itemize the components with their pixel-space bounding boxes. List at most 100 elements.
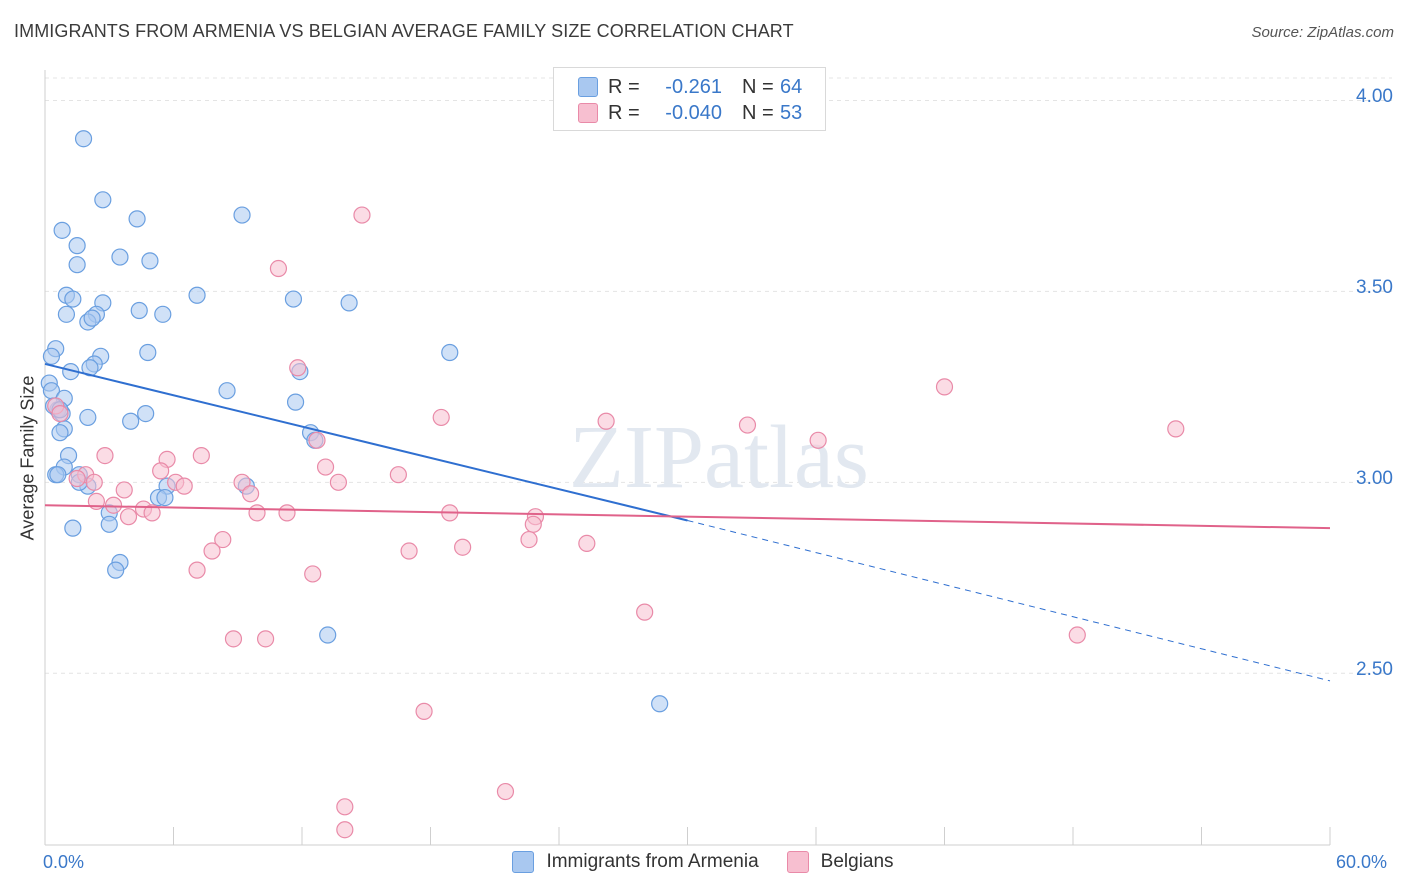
data-point <box>51 424 69 442</box>
data-point <box>441 343 459 362</box>
data-point <box>389 466 407 484</box>
trend-line-armenia <box>44 362 688 522</box>
y-tick-label: 3.00 <box>1356 468 1393 489</box>
data-point <box>137 404 155 423</box>
legend-row-belgians: R = -0.040 N = 53 <box>578 101 802 125</box>
trend-lines <box>44 362 1331 682</box>
data-point <box>68 256 86 274</box>
data-point <box>304 565 322 583</box>
data-point <box>636 603 654 621</box>
data-point <box>289 359 307 377</box>
y-tick-label: 4.00 <box>1356 86 1393 107</box>
data-point <box>233 206 251 224</box>
legend-r-value: -0.040 <box>665 101 722 124</box>
legend-n-label: N = <box>742 75 774 98</box>
data-point <box>415 702 433 720</box>
legend-label-armenia: Immigrants from Armenia <box>546 851 759 872</box>
data-point <box>139 343 157 362</box>
data-point <box>248 504 266 522</box>
data-point <box>79 408 97 427</box>
data-point <box>308 431 326 449</box>
data-point <box>154 305 172 323</box>
data-point <box>269 259 288 278</box>
y-axis-label: Average Family Size <box>17 375 38 541</box>
data-point <box>107 561 125 579</box>
legend-item-belgians[interactable]: Belgians <box>786 851 894 873</box>
data-point <box>340 294 358 312</box>
axes <box>44 70 1331 846</box>
data-point <box>329 473 348 491</box>
data-point <box>53 221 71 239</box>
data-point <box>454 538 472 556</box>
y-tick-label: 2.50 <box>1356 659 1393 680</box>
data-point <box>188 561 206 579</box>
data-point <box>1167 420 1185 438</box>
data-point <box>152 462 170 480</box>
data-point <box>94 191 112 209</box>
data-point <box>286 393 305 411</box>
data-point <box>278 504 296 522</box>
legend-swatch-belgians <box>786 851 809 873</box>
data-point <box>119 508 138 526</box>
data-point <box>935 378 954 396</box>
data-point <box>256 630 275 648</box>
data-point <box>122 412 140 430</box>
data-point <box>68 237 86 255</box>
data-point <box>218 382 236 400</box>
stats-legend: R = -0.261 N = 64 R = -0.040 N = 53 <box>553 67 826 131</box>
data-point <box>143 504 161 522</box>
bottom-legend: Immigrants from Armenia Belgians <box>0 851 1406 873</box>
data-point <box>175 477 193 495</box>
data-point <box>496 782 515 801</box>
data-point <box>85 473 103 491</box>
trend-line-belgians <box>44 504 1331 530</box>
data-point <box>578 534 596 552</box>
gridlines <box>45 77 1392 674</box>
data-point <box>224 630 243 648</box>
data-point <box>336 798 354 816</box>
data-point <box>83 309 101 327</box>
legend-row-armenia: R = -0.261 N = 64 <box>578 75 802 99</box>
legend-label-belgians: Belgians <box>820 851 894 872</box>
data-point <box>64 519 82 537</box>
legend-n-value: 64 <box>780 75 803 98</box>
data-point <box>524 515 542 533</box>
data-point <box>214 530 232 549</box>
data-point <box>64 290 82 308</box>
data-point <box>233 473 251 491</box>
data-point <box>96 446 114 465</box>
data-point <box>242 485 260 503</box>
data-point <box>188 286 206 304</box>
legend-n-value: 53 <box>780 101 803 124</box>
data-point <box>104 496 123 514</box>
data-point <box>141 252 159 270</box>
data-point <box>128 210 146 228</box>
legend-item-armenia[interactable]: Immigrants from Armenia <box>512 851 759 873</box>
data-point <box>111 248 129 266</box>
legend-swatch-belgians <box>578 103 598 123</box>
data-point <box>284 290 303 308</box>
watermark: ZIPatlas <box>569 408 869 507</box>
data-point <box>130 301 148 320</box>
data-point <box>68 469 86 488</box>
data-point <box>1068 626 1086 644</box>
data-point <box>100 515 118 533</box>
x-tick-label: 0.0% <box>43 852 85 872</box>
data-point <box>597 412 615 430</box>
legend-r-label: R = <box>608 75 640 98</box>
data-point <box>809 431 827 449</box>
legend-swatch-armenia <box>512 851 535 873</box>
data-point <box>520 530 538 549</box>
legend-swatch-armenia <box>578 77 598 97</box>
data-point <box>353 206 371 224</box>
legend-r-label: R = <box>608 101 640 124</box>
legend-r-value: -0.261 <box>665 75 722 98</box>
chart-title: IMMIGRANTS FROM ARMENIA VS BELGIAN AVERA… <box>14 21 794 41</box>
data-point <box>203 542 221 560</box>
data-point <box>336 821 354 839</box>
data-point <box>74 130 93 148</box>
data-point <box>400 542 418 560</box>
data-point <box>115 481 133 499</box>
y-tick-label: 3.50 <box>1356 277 1393 298</box>
